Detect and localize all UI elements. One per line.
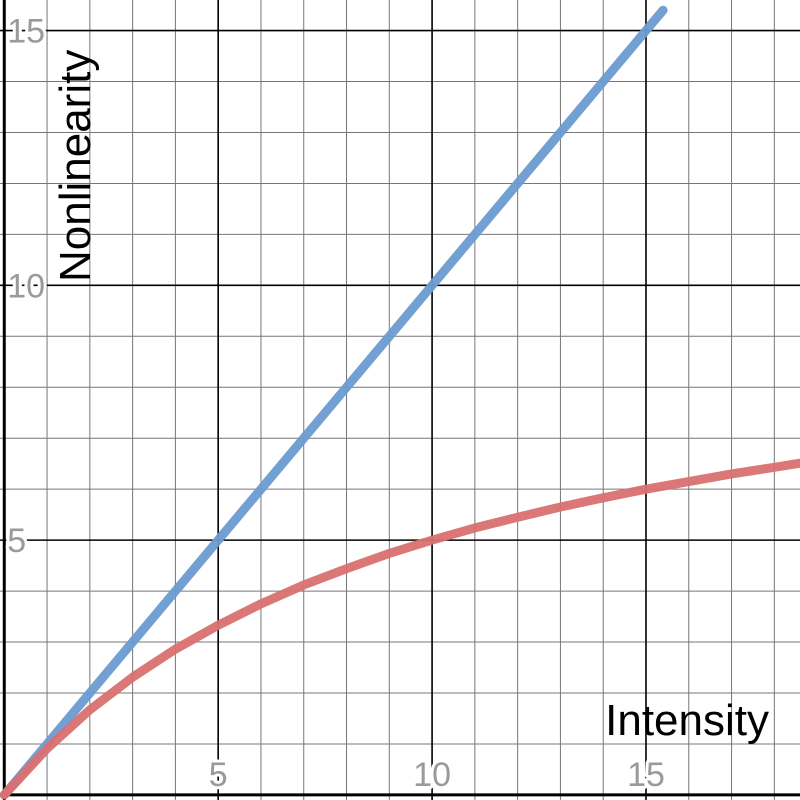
y-tick-label: 15 — [7, 13, 45, 51]
y-tick-label: 5 — [7, 522, 26, 560]
x-axis-label: Intensity — [605, 696, 769, 745]
x-tick-label: 10 — [413, 756, 451, 794]
y-axis-label: Nonlinearity — [51, 50, 100, 282]
tick-labels: 5 10 15 5 10 15 — [4, 10, 668, 797]
x-tick-label: 5 — [209, 756, 228, 794]
curves — [0, 5, 800, 800]
series-line-2 — [0, 458, 800, 800]
series-line-1 — [0, 5, 668, 800]
y-tick-label: 10 — [7, 267, 45, 305]
x-tick-label: 15 — [627, 756, 665, 794]
